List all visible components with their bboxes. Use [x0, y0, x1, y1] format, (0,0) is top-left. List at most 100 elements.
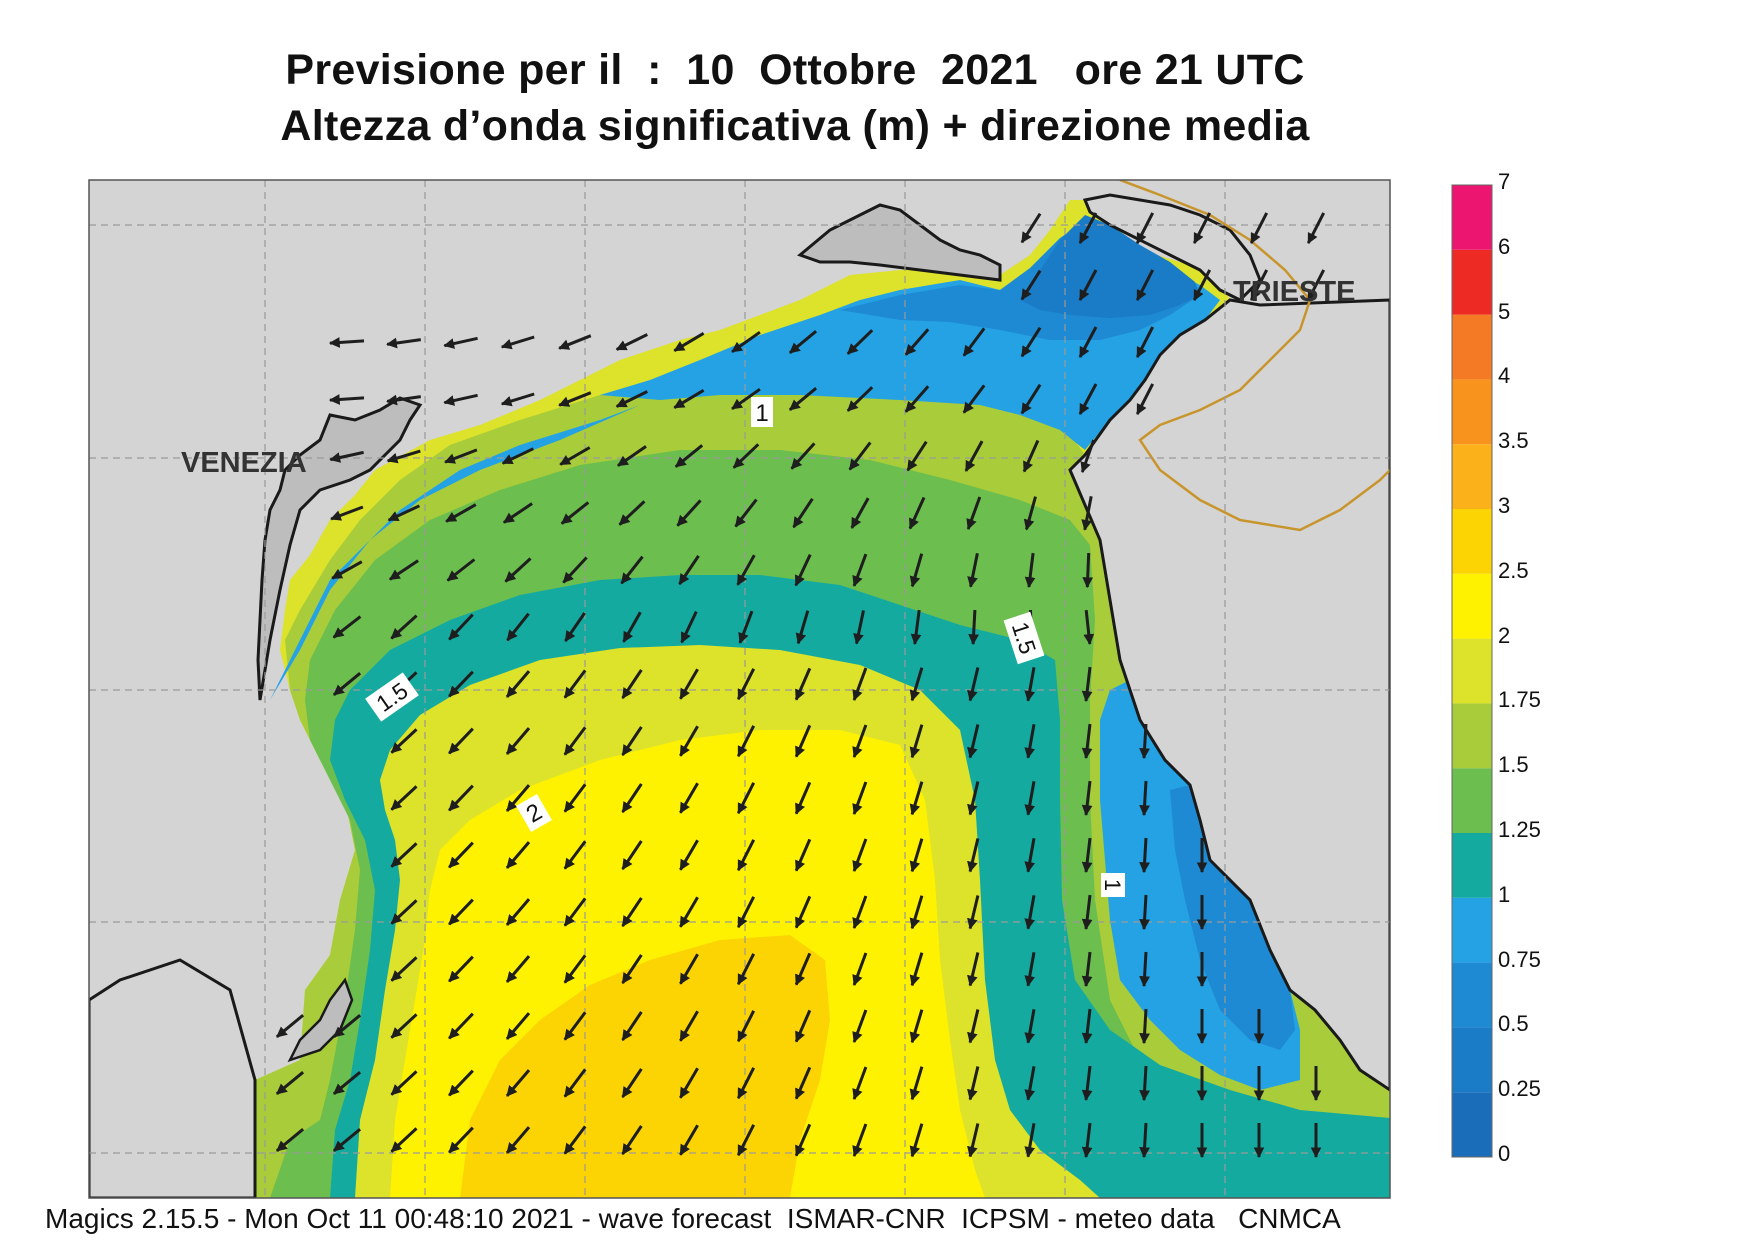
wave-direction-arrow — [736, 839, 756, 872]
wave-direction-arrow — [448, 1126, 474, 1154]
wave-direction-arrow — [1024, 895, 1036, 930]
legend-frame — [1451, 184, 1493, 1158]
wave-direction-arrow — [328, 337, 365, 348]
wave-direction-arrow — [1081, 1122, 1093, 1158]
wave-direction-arrow — [731, 330, 761, 354]
wave-direction-arrow — [1083, 609, 1095, 645]
wave-direction-arrow — [501, 447, 534, 465]
legend-band — [1452, 444, 1492, 509]
wave-direction-arrow — [390, 785, 418, 811]
wave-direction-arrow — [386, 394, 422, 406]
wave-direction-arrow — [558, 334, 592, 350]
wave-direction-arrow — [904, 385, 930, 413]
wave-direction-arrow — [674, 444, 704, 468]
wave-direction-arrow — [852, 1009, 868, 1044]
wave-direction-arrow — [679, 1010, 699, 1042]
wave-direction-arrow — [275, 1128, 305, 1152]
wave-direction-arrow — [448, 955, 474, 983]
wave-direction-arrow — [852, 1066, 868, 1101]
wave-direction-arrow — [790, 442, 816, 470]
wave-direction-arrow — [621, 726, 643, 756]
wave-direction-arrow — [909, 952, 924, 987]
wave-direction-arrow — [679, 1124, 699, 1156]
wave-direction-arrow — [390, 956, 418, 982]
wave-direction-arrow — [909, 1066, 924, 1101]
wave-direction-arrow — [443, 336, 478, 349]
wave-direction-arrow — [505, 670, 531, 698]
footer-credits: Magics 2.15.5 - Mon Oct 11 00:48:10 2021… — [45, 1203, 1341, 1234]
wave-direction-arrow — [615, 333, 648, 351]
wave-direction-arrow — [1081, 496, 1093, 531]
wave-direction-arrow — [444, 448, 478, 464]
legend-band — [1452, 185, 1492, 250]
wave-direction-arrow — [794, 781, 812, 815]
wave-direction-arrow — [678, 555, 700, 585]
legend-tick-label: 1.5 — [1498, 752, 1529, 778]
wave-direction-arrow — [1024, 1009, 1036, 1044]
wave-direction-arrow — [1020, 383, 1042, 415]
wave-direction-arrow — [1078, 326, 1098, 358]
wave-direction-arrow — [1081, 780, 1093, 816]
legend-tick-label: 0.75 — [1498, 946, 1541, 972]
wave-direction-arrow — [794, 952, 812, 986]
wave-direction-arrow — [500, 392, 535, 407]
legend-tick-label: 1.25 — [1498, 817, 1541, 842]
wave-direction-arrow — [443, 393, 478, 406]
wave-direction-arrow — [622, 611, 642, 643]
legend-band — [1452, 962, 1492, 1028]
wave-direction-arrow — [563, 726, 587, 756]
map-title-line-1: Previsione per il : 10 Ottobre 2021 ore … — [285, 46, 1305, 94]
wave-direction-arrow — [505, 727, 531, 755]
wave-direction-arrow — [387, 504, 421, 522]
map-frame — [88, 179, 1391, 1199]
contour-label: 1 — [1100, 873, 1125, 897]
wave-direction-arrow — [679, 782, 699, 814]
wave-direction-arrow — [1024, 952, 1036, 987]
legend-tick-label: 0.5 — [1498, 1011, 1529, 1037]
wave-direction-arrow — [1139, 1065, 1150, 1102]
legend-tick-label: 1.75 — [1498, 687, 1541, 713]
wave-direction-arrow — [848, 441, 872, 471]
legend-tick-label: 7 — [1498, 169, 1511, 194]
wave-direction-arrow — [1024, 1066, 1036, 1101]
wave-direction-arrow — [563, 669, 587, 699]
wave-direction-arrow — [448, 727, 474, 755]
legend-tick-label: 4 — [1498, 363, 1511, 389]
wave-direction-arrow — [563, 1068, 587, 1098]
wave-direction-arrow — [964, 440, 984, 472]
wave-direction-arrow — [967, 1009, 980, 1044]
wave-direction-arrow — [1306, 269, 1326, 302]
contour-label: 1 — [751, 397, 773, 427]
wave-direction-arrow — [794, 1066, 812, 1100]
wave-direction-arrow — [909, 781, 924, 816]
wave-direction-arrow — [852, 895, 868, 930]
wave-direction-arrow — [389, 559, 419, 581]
wave-direction-arrow — [1082, 552, 1094, 589]
wave-direction-arrow — [1139, 1122, 1150, 1159]
wave-direction-arrow — [505, 1012, 531, 1040]
wave-direction-arrow — [558, 391, 592, 407]
wave-direction-arrow — [679, 953, 699, 985]
legend-band — [1452, 249, 1492, 315]
wave-direction-arrow — [852, 724, 868, 759]
wave-direction-arrow — [908, 496, 926, 530]
wave-direction-arrow — [736, 668, 756, 701]
wave-direction-arrow — [1081, 666, 1093, 702]
wave-direction-arrow — [390, 728, 418, 754]
wave-direction-arrow — [794, 1123, 812, 1157]
wave-direction-arrow — [332, 672, 362, 696]
wave-direction-arrow — [1139, 951, 1150, 988]
legend-band — [1452, 897, 1492, 963]
wave-direction-arrow — [1078, 212, 1098, 244]
wave-direction-arrow — [448, 670, 474, 698]
wave-direction-arrow — [734, 498, 758, 528]
wave-direction-arrow — [448, 784, 474, 812]
wave-direction-arrow — [446, 558, 476, 582]
legend-tick-label: 2 — [1498, 622, 1511, 648]
wave-direction-arrow — [329, 450, 364, 463]
legend-tick-label: 5 — [1498, 298, 1511, 324]
legend-band — [1452, 573, 1492, 639]
wave-direction-arrow — [909, 1123, 924, 1158]
legend-tick-label: 1 — [1498, 881, 1511, 907]
wave-direction-arrow — [1024, 781, 1036, 816]
